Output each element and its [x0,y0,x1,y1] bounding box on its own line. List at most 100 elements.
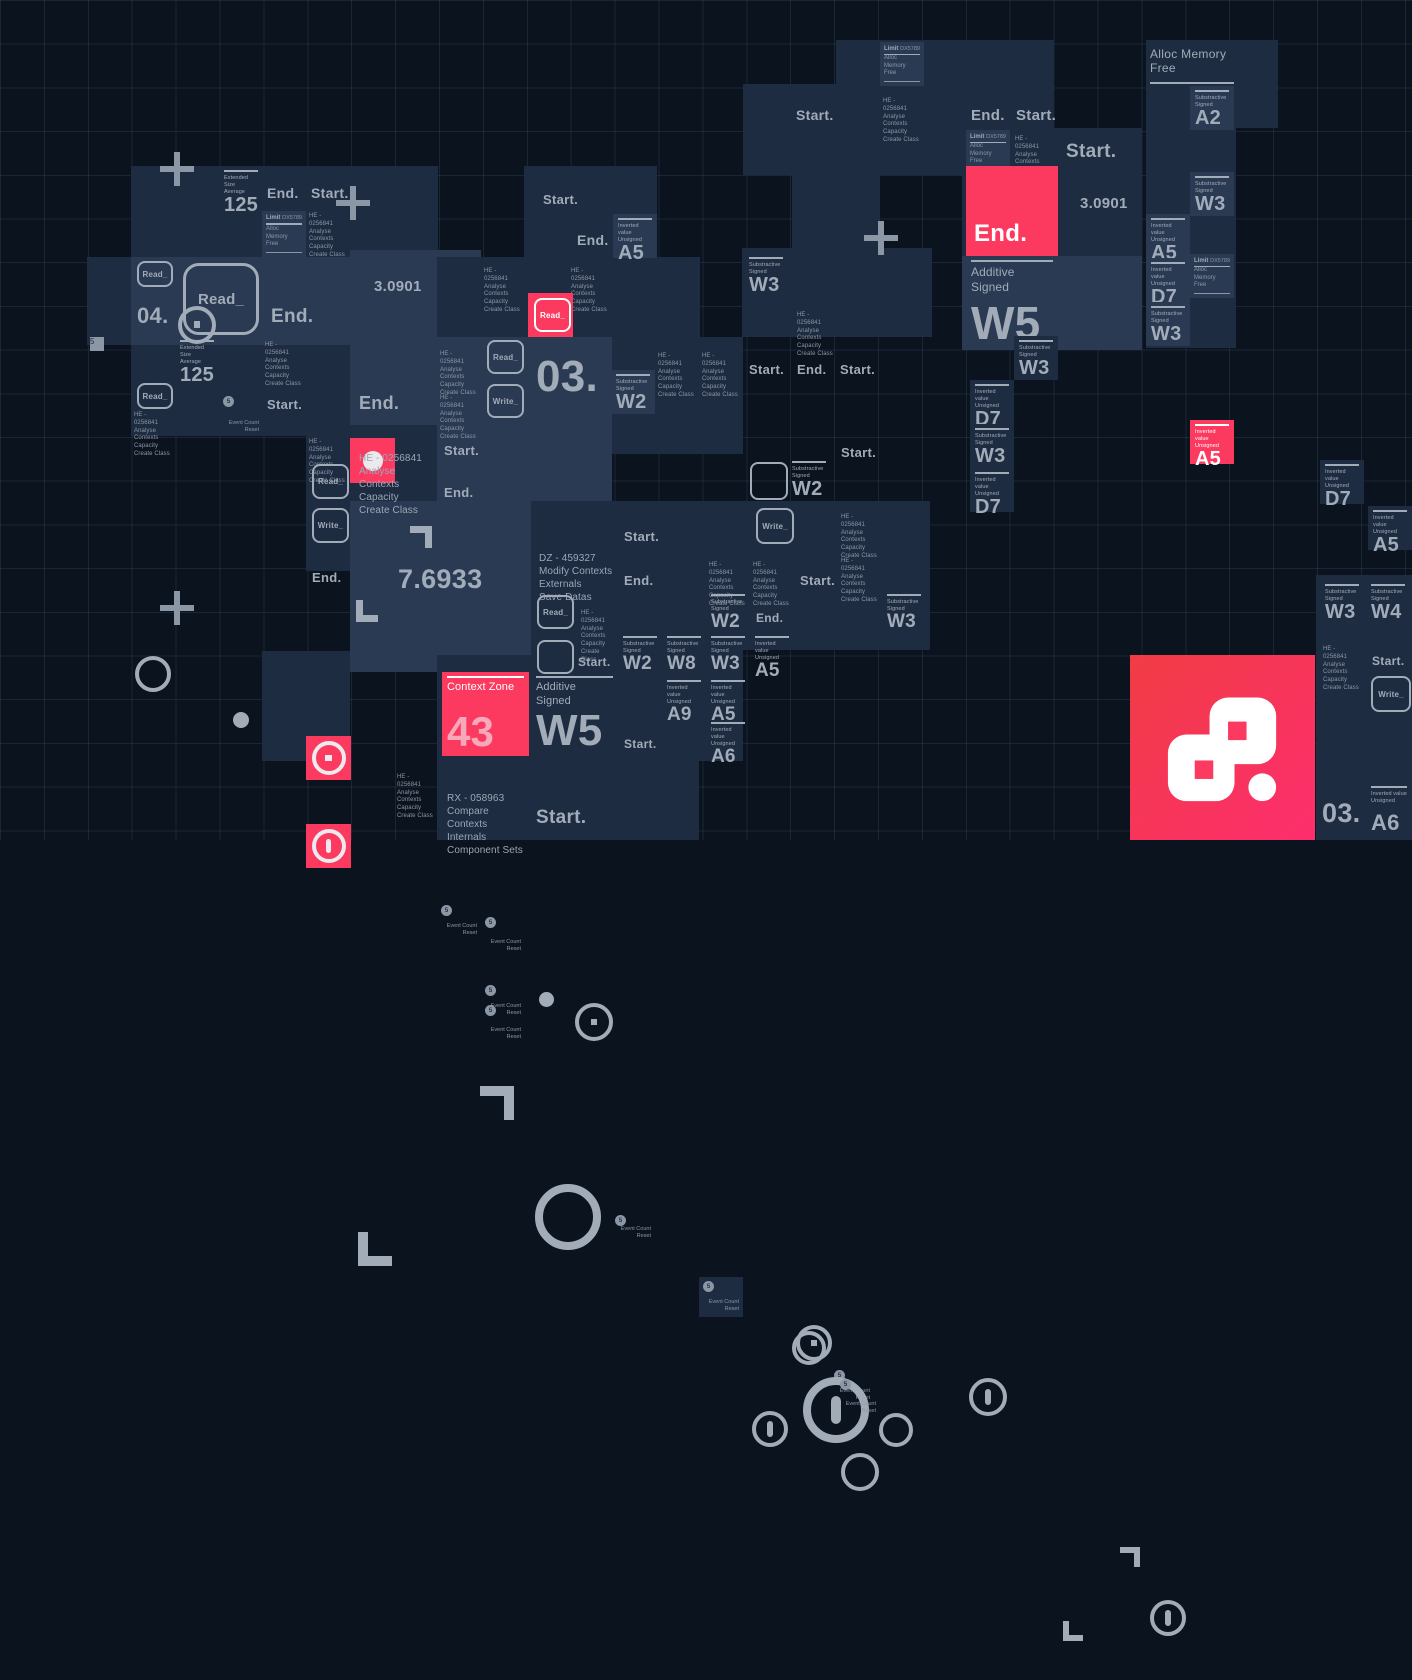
read-button[interactable]: Read_ [534,298,571,332]
code-block: HE - 0256841 Analyse Contexts Capacity C… [709,562,745,607]
tag-code: W3 [1019,356,1050,379]
event-count-cell: 5 Event Count Reset [219,392,263,438]
tag-a5: Inverted value Unsigned A5 [613,214,657,263]
tag-rule [1151,218,1185,220]
label-end: End. [974,220,1028,247]
tag-heading: Inverted value Unsigned [975,389,1000,409]
tag-rule [711,680,745,682]
label-start: Start. [1016,107,1057,124]
tag-rule [1371,786,1407,788]
event-count-label: Event Count Reset [490,938,521,952]
label-start: Start. [267,397,303,412]
read-button[interactable]: Read_ [537,595,574,629]
tag-heading: Inverted value Unsigned [975,477,1000,497]
count-badge-icon: 5 [615,1215,626,1226]
tag-heading: Additive Signed [536,681,576,707]
tag-code: A5 [1195,447,1221,470]
code-block: HE - 0256841 Analyse Contexts Capacity C… [440,351,476,396]
icon-shape [535,1184,601,1250]
code-block: HE - 0256841 Analyse Contexts Capacity C… [658,353,694,398]
label-end: End. [971,107,1005,124]
label-start: Start. [311,185,349,201]
tag-a6: Inverted value Unsigned A6 [706,718,750,766]
tag-heading: Substractive Signed [792,466,824,479]
tag-code: A2 [1195,106,1221,129]
event-count-label: Event Count Reset [446,922,477,936]
circle-icon [874,1409,918,1451]
read-button[interactable]: Read_ [137,383,173,409]
heading-text: Alloc Memory Free [1150,47,1227,75]
event-count-cell: 5 Event Count Reset [481,981,525,1021]
tag-w3: Substractive Signed W3 [1146,302,1190,346]
tag-w2: Substractive Signed W2 [611,370,655,414]
read-button[interactable]: Read_ [487,340,524,374]
tag-heading: Substractive Signed [1019,345,1051,358]
icon-shape [1063,1621,1069,1641]
code-block: HE - 0256841 Analyse Contexts Capacity C… [484,268,520,313]
icon-shape [425,526,432,548]
tag-heading: Inverted value Unsigned [1371,791,1407,804]
tag-heading: Substractive Signed [623,641,655,654]
grid-cell [966,166,1058,256]
tag-code: W3 [887,610,916,632]
event-count-label: Event Count Reset [228,419,259,433]
tag-heading: Inverted value Unsigned [1195,429,1220,449]
grid-cell [612,501,930,650]
code-block: HE - 0256841 Analyse Contexts Capacity C… [265,342,301,387]
read-button[interactable]: Read_ [183,263,259,335]
blank-button[interactable] [750,462,788,500]
tag-heading: Inverted value Unsigned [1151,267,1176,287]
divider [970,142,1006,144]
tag-heading: Inverted value Unsigned [1325,469,1350,489]
count-badge-icon: 5 [703,1281,714,1292]
tag-code: W8 [667,652,696,674]
tag-rule [1371,584,1405,586]
tag-rule [711,636,745,638]
label-start: Start. [543,192,579,207]
code-block: HE - 0256841 Analyse Contexts Capacity C… [571,268,607,313]
tag-rule [224,170,258,172]
tag-code: W2 [616,390,647,413]
label-end: End. [359,393,400,413]
read-button[interactable]: Read_ [312,464,349,499]
grid-cell [962,256,1142,350]
tag-rule [1325,584,1359,586]
limit-label: Limit [1194,258,1209,264]
icon-shape [356,615,378,622]
corner-bracket-icon [480,1086,514,1120]
write-button[interactable]: Write_ [312,508,349,543]
write-button[interactable]: Write_ [756,508,794,544]
write-button[interactable]: Write_ [1371,676,1411,712]
grid-cell [792,162,880,248]
circle-dot-icon [572,1000,616,1044]
blank-button[interactable] [537,640,574,674]
tag-rule [1019,340,1053,342]
tag-code: D7 [1325,487,1351,510]
alloc-memory-label: Alloc Memory Free [266,226,288,247]
read-button[interactable]: Read_ [137,261,173,287]
write-button[interactable]: Write_ [487,384,524,418]
tag-heading: Substractive Signed [1371,589,1403,602]
divider [1194,292,1230,294]
tag-heading: Substractive Signed [975,433,1007,446]
tag-rule [975,472,1009,474]
heading-rule [1150,81,1234,84]
icon-shape [864,234,898,242]
tag-a2: Substractive Signed A2 [1190,86,1234,130]
tag-code: W3 [1151,322,1182,345]
tag-heading: Substractive Signed [1195,95,1227,108]
tag-43: Context Zone 43 [442,672,529,756]
tag-code: A9 [667,703,692,725]
tag-code: D7 [975,407,1001,430]
label-30901: 3.0901 [374,278,422,295]
event-count-cell: 5 Event Count Reset [699,1277,743,1317]
icon-shape [841,1453,879,1491]
tag-rule [792,461,826,463]
tag-heading: Inverted value Unsigned [618,223,643,243]
tag-a5: Inverted value Unsigned A5 [1146,214,1190,263]
tag-rule [1373,510,1407,512]
event-count-cell: 5 Event Count Reset [481,913,525,957]
power-icon [1146,1597,1190,1639]
tag-a9: Inverted value Unsigned A9 [662,676,706,724]
tag-heading: Substractive Signed [749,262,781,275]
